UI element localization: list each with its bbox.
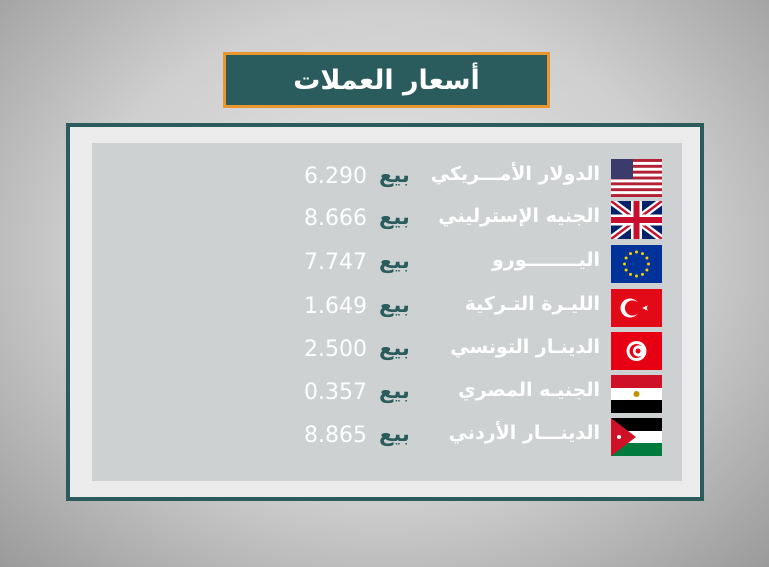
uk-flag-icon: [611, 201, 662, 239]
currency-row: الجنيه الإسترليني بيع 8.666: [92, 201, 682, 241]
currency-name: الدينـار التونسي: [450, 336, 600, 358]
egypt-flag-icon: [611, 375, 662, 413]
sell-label: بيع: [379, 379, 410, 403]
currency-row: اليــــــــورو بيع 7.747: [92, 245, 682, 285]
currency-name: الليـرة التـركية: [464, 293, 600, 315]
currency-row: الليـرة التـركية بيع 1.649: [92, 289, 682, 329]
sell-label: بيع: [379, 249, 410, 273]
sell-label: بيع: [379, 422, 410, 446]
page-title: أسعار العملات: [223, 52, 550, 108]
currency-name: اليــــــــورو: [491, 249, 600, 271]
rates-panel: الدولار الأمـــريكي بيع 6.290 الجنيه الإ…: [66, 123, 704, 501]
sell-label: بيع: [379, 163, 410, 187]
sell-label: بيع: [379, 293, 410, 317]
currency-row: الجنيـه المصري بيع 0.357: [92, 375, 682, 415]
currency-row: الدولار الأمـــريكي بيع 6.290: [92, 159, 682, 199]
sell-label: بيع: [379, 336, 410, 360]
currency-value: 0.357: [304, 380, 367, 405]
us-flag-icon: [611, 159, 662, 197]
jordan-flag-icon: [611, 418, 662, 456]
currency-name: الدولار الأمـــريكي: [430, 163, 600, 185]
currency-row: الدينـار التونسي بيع 2.500: [92, 332, 682, 372]
currency-name: الجنيـه المصري: [458, 379, 600, 401]
currency-value: 7.747: [304, 250, 367, 275]
currency-value: 8.865: [304, 423, 367, 448]
currency-row: الدينـــار الأردني بيع 8.865: [92, 418, 682, 458]
currency-name: الجنيه الإسترليني: [438, 205, 600, 227]
turkey-flag-icon: [611, 289, 662, 327]
currency-value: 1.649: [304, 294, 367, 319]
eu-flag-icon: [611, 245, 662, 283]
currency-value: 2.500: [304, 337, 367, 362]
rates-list: الدولار الأمـــريكي بيع 6.290 الجنيه الإ…: [92, 143, 682, 481]
tunisia-flag-icon: [611, 332, 662, 370]
currency-name: الدينـــار الأردني: [448, 422, 600, 444]
sell-label: بيع: [379, 205, 410, 229]
currency-value: 6.290: [304, 164, 367, 189]
currency-value: 8.666: [304, 206, 367, 231]
